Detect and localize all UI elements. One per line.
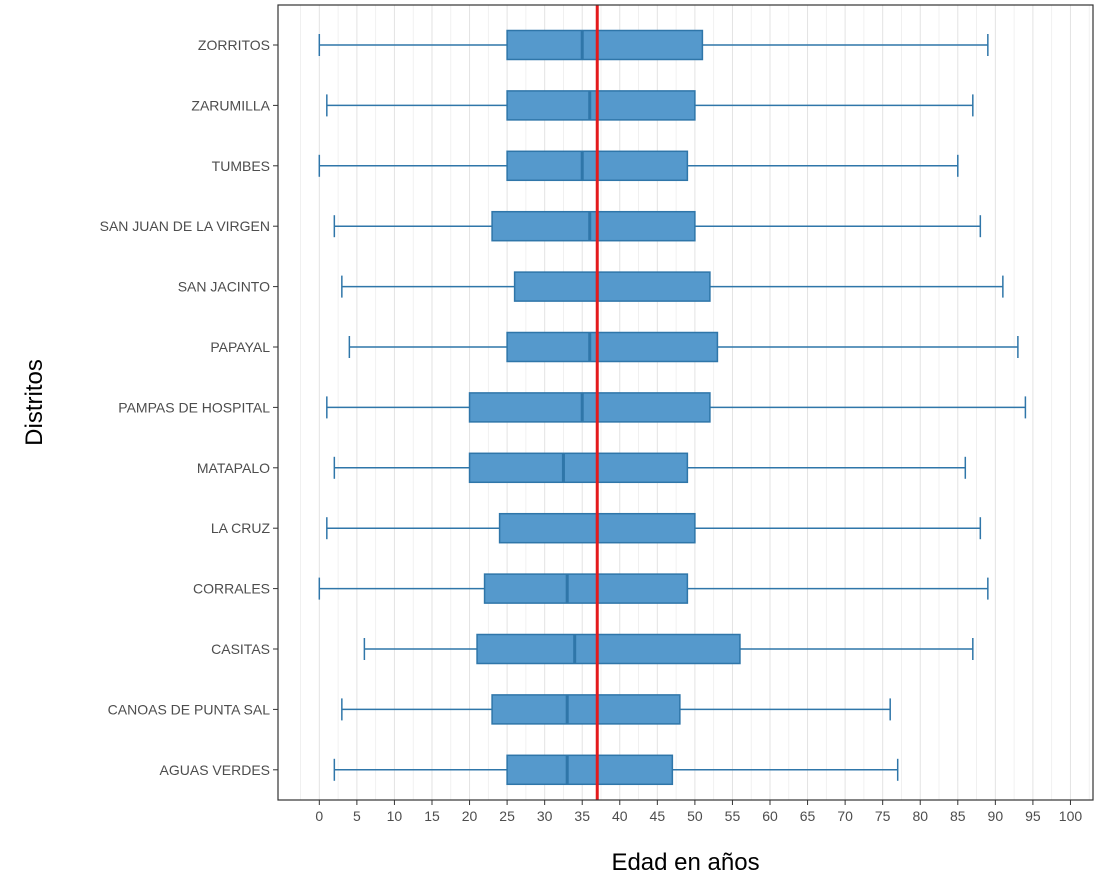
y-tick-label: LA CRUZ xyxy=(211,520,271,536)
box-pampas-de-hospital xyxy=(326,392,1027,423)
y-tick-label: AGUAS VERDES xyxy=(160,762,270,778)
box-iqr xyxy=(513,271,711,302)
x-axis: 0 5 10 15 20 25 30 35 40 45 50 55 60 65 70 75 80 85 90 95 10… xyxy=(315,800,1082,824)
box-papayal xyxy=(348,331,1019,363)
box-matapalo xyxy=(333,452,967,484)
box-iqr xyxy=(506,29,704,61)
y-tick-label: PAMPAS DE HOSPITAL xyxy=(118,399,270,415)
x-tick-label: 25 xyxy=(499,808,515,824)
x-tick-label: 30 xyxy=(537,808,553,824)
x-tick-label: 20 xyxy=(462,808,478,824)
box-iqr xyxy=(476,633,741,665)
y-tick-label: ZARUMILLA xyxy=(191,97,270,113)
box-aguas-verdes xyxy=(333,754,899,786)
x-tick-label: 5 xyxy=(353,808,361,824)
x-tick-label: 60 xyxy=(762,808,778,824)
box-iqr xyxy=(468,452,689,484)
x-tick-label: 35 xyxy=(574,808,590,824)
x-tick-label: 55 xyxy=(725,808,741,824)
box-zorritos xyxy=(318,29,989,61)
box-casitas xyxy=(363,633,974,665)
y-tick-label: CASITAS xyxy=(211,641,270,657)
x-tick-label: 100 xyxy=(1059,808,1083,824)
y-tick-label: TUMBES xyxy=(212,158,270,174)
x-tick-label: 15 xyxy=(424,808,440,824)
x-tick-label: 65 xyxy=(800,808,816,824)
box-san-juan-de-la-virgen xyxy=(333,210,982,242)
box-canoas-de-punta-sal xyxy=(341,694,891,725)
x-tick-label: 85 xyxy=(950,808,966,824)
y-tick-label: MATAPALO xyxy=(197,460,270,476)
x-tick-label: 40 xyxy=(612,808,628,824)
y-tick-label: ZORRITOS xyxy=(198,37,270,53)
x-tick-label: 80 xyxy=(912,808,928,824)
box-zarumilla xyxy=(326,90,974,121)
box-iqr xyxy=(483,573,689,604)
box-iqr xyxy=(506,331,719,363)
x-tick-label: 70 xyxy=(837,808,853,824)
x-tick-label: 75 xyxy=(875,808,891,824)
y-tick-label: SAN JUAN DE LA VIRGEN xyxy=(100,218,270,234)
y-axis: AGUAS VERDES CANOAS DE PUNTA SAL CASITAS CO… xyxy=(100,37,278,778)
box-iqr xyxy=(491,210,696,242)
y-tick-label: CORRALES xyxy=(193,581,270,597)
box-san-jacinto xyxy=(341,271,1004,302)
plot-panel-border xyxy=(277,4,1094,801)
box-iqr xyxy=(468,392,711,423)
x-axis-title: Edad en años xyxy=(611,849,759,876)
x-tick-label: 10 xyxy=(387,808,403,824)
x-tick-label: 90 xyxy=(988,808,1004,824)
y-axis-title: Distritos xyxy=(21,359,48,446)
box-corrales xyxy=(318,573,989,604)
y-tick-label: SAN JACINTO xyxy=(178,279,270,295)
y-tick-label: CANOAS DE PUNTA SAL xyxy=(108,701,271,717)
box-iqr xyxy=(506,754,674,786)
x-tick-label: 45 xyxy=(650,808,666,824)
y-tick-label: PAPAYAL xyxy=(210,339,270,355)
x-tick-label: 95 xyxy=(1025,808,1041,824)
x-tick-label: 0 xyxy=(315,808,323,824)
box-iqr xyxy=(506,90,696,121)
box-iqr xyxy=(491,694,681,725)
x-tick-label: 50 xyxy=(687,808,703,824)
